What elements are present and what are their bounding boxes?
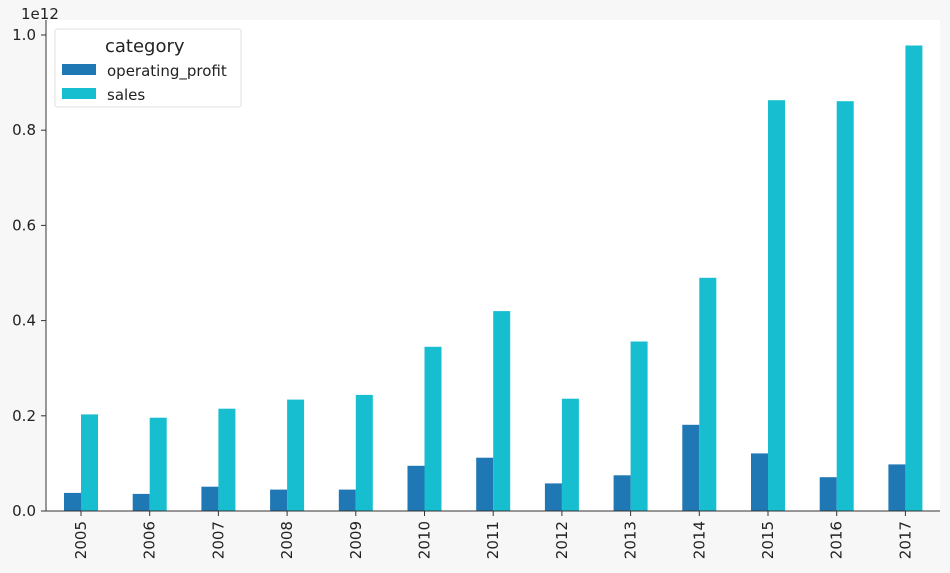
y-axis: 0.0 0.2 0.4 0.6 0.8 1.0 bbox=[12, 20, 47, 520]
x-tick-label-2016: 2016 bbox=[828, 521, 846, 559]
bar-operating-profit-2006 bbox=[132, 493, 150, 511]
bar-sales-2006 bbox=[149, 417, 167, 511]
x-tick-label-2013: 2013 bbox=[622, 521, 640, 559]
y-tick-label: 1.0 bbox=[12, 26, 36, 44]
bar-sales-2015 bbox=[768, 100, 785, 511]
legend-frame bbox=[54, 28, 242, 108]
bar-operating-profit-2009 bbox=[338, 489, 356, 511]
bar-operating-profit-2015 bbox=[751, 453, 768, 511]
bar-sales-2011 bbox=[493, 311, 511, 511]
y-tick-label: 0.2 bbox=[12, 407, 36, 425]
x-tick-label-2010: 2010 bbox=[416, 521, 434, 559]
bar-operating-profit-2008 bbox=[270, 489, 288, 511]
x-tick-label-2011: 2011 bbox=[484, 521, 502, 559]
x-tick-label-2015: 2015 bbox=[759, 521, 777, 559]
x-axis: 2005 2006 2007 2008 2009 2010 2011 2012 2013 2014… bbox=[46, 510, 940, 559]
x-tick-label-2012: 2012 bbox=[553, 521, 571, 559]
y-tick-label: 0.6 bbox=[12, 216, 36, 234]
bar-operating-profit-2007 bbox=[201, 486, 219, 511]
legend-swatch-operating-profit bbox=[62, 64, 96, 75]
x-tick-label-2014: 2014 bbox=[690, 521, 708, 559]
bar-operating-profit-2005 bbox=[64, 492, 81, 511]
bar-operating-profit-2016 bbox=[819, 477, 837, 511]
bar-sales-2008 bbox=[287, 399, 305, 511]
x-tick-label-2007: 2007 bbox=[209, 521, 227, 559]
y-tick-label: 0.8 bbox=[12, 121, 36, 139]
bar-sales-2012 bbox=[561, 398, 579, 511]
x-tick-label-2008: 2008 bbox=[278, 521, 296, 559]
y-offset-label: 1e12 bbox=[21, 5, 59, 23]
bar-sales-2016 bbox=[836, 101, 854, 511]
x-tick-label-2009: 2009 bbox=[347, 521, 365, 559]
bar-operating-profit-2011 bbox=[476, 457, 494, 511]
bar-operating-profit-2017 bbox=[888, 464, 906, 511]
x-tick-label-2006: 2006 bbox=[141, 521, 159, 559]
bar-sales-2009 bbox=[355, 394, 373, 511]
y-tick-label: 0.4 bbox=[12, 312, 36, 330]
bar-sales-2010 bbox=[424, 346, 442, 511]
bar-operating-profit-2013 bbox=[613, 475, 631, 511]
bar-operating-profit-2010 bbox=[407, 465, 425, 511]
bar-sales-2014 bbox=[699, 277, 717, 511]
bar-operating-profit-2012 bbox=[544, 483, 562, 511]
legend-title: category bbox=[105, 36, 185, 57]
bar-sales-2017 bbox=[905, 45, 923, 511]
bar-operating-profit-2014 bbox=[682, 424, 700, 511]
legend-label-operating-profit: operating_profit bbox=[107, 62, 227, 81]
x-tick-label-2005: 2005 bbox=[72, 521, 90, 559]
bar-sales-2005 bbox=[81, 414, 98, 511]
bar-sales-2007 bbox=[218, 408, 236, 511]
y-tick-label: 0.0 bbox=[12, 502, 36, 520]
legend-label-sales: sales bbox=[107, 86, 145, 104]
legend-swatch-sales bbox=[62, 88, 96, 99]
bars-group bbox=[64, 45, 923, 511]
x-tick-label-2017: 2017 bbox=[896, 521, 914, 559]
legend[interactable]: category operating_profit sales bbox=[54, 28, 242, 108]
bar-sales-2013 bbox=[630, 341, 648, 511]
